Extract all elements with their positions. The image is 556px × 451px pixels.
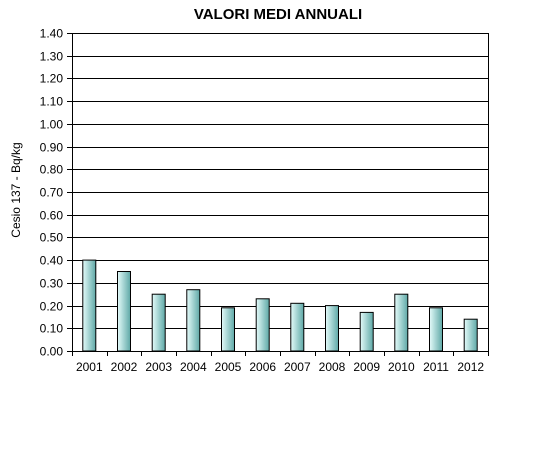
y-tick-label: 0.70 bbox=[40, 186, 64, 200]
y-tick-label: 0.80 bbox=[40, 163, 64, 177]
x-tick-label: 2003 bbox=[145, 360, 172, 374]
bar-2007 bbox=[290, 302, 305, 352]
bar-2010 bbox=[394, 293, 409, 352]
bar-2006 bbox=[255, 298, 270, 352]
bar-2011 bbox=[429, 307, 443, 352]
y-tick-label: 0.00 bbox=[40, 345, 64, 359]
x-tick-label: 2001 bbox=[76, 360, 103, 374]
bar-2012 bbox=[463, 318, 478, 352]
x-tick-label: 2006 bbox=[249, 360, 276, 374]
y-tick-label: 1.00 bbox=[40, 118, 64, 132]
bar-2005 bbox=[221, 307, 235, 352]
bar-2002 bbox=[117, 271, 131, 352]
y-tick-label: 1.20 bbox=[40, 72, 64, 86]
x-tick-label: 2010 bbox=[388, 360, 415, 374]
y-tick-label: 0.60 bbox=[40, 209, 64, 223]
bar-2001 bbox=[82, 259, 97, 352]
x-tick-label: 2012 bbox=[457, 360, 484, 374]
x-tick-label: 2007 bbox=[284, 360, 311, 374]
y-tick-label: 0.10 bbox=[40, 322, 64, 336]
chart-title: VALORI MEDI ANNUALI bbox=[193, 6, 363, 23]
x-tick-label: 2008 bbox=[319, 360, 346, 374]
bar-2003 bbox=[151, 293, 166, 352]
x-tick-label: 2004 bbox=[180, 360, 207, 374]
bar-2008 bbox=[325, 305, 339, 352]
x-tick-label: 2002 bbox=[111, 360, 138, 374]
bar-2009 bbox=[359, 311, 374, 352]
y-tick-label: 0.90 bbox=[40, 141, 64, 155]
x-tick-label: 2009 bbox=[353, 360, 380, 374]
bar-2004 bbox=[186, 289, 201, 352]
y-tick-label: 1.40 bbox=[40, 27, 64, 41]
y-tick-label: 0.40 bbox=[40, 254, 64, 268]
y-tick-label: 0.20 bbox=[40, 300, 64, 314]
x-tick-label: 2005 bbox=[215, 360, 242, 374]
y-tick-label: 1.30 bbox=[40, 50, 64, 64]
x-tick-label: 2011 bbox=[423, 360, 449, 374]
y-tick-label: 0.30 bbox=[40, 277, 64, 291]
y-tick-label: 1.10 bbox=[40, 95, 64, 109]
y-tick-label: 0.50 bbox=[40, 231, 64, 245]
